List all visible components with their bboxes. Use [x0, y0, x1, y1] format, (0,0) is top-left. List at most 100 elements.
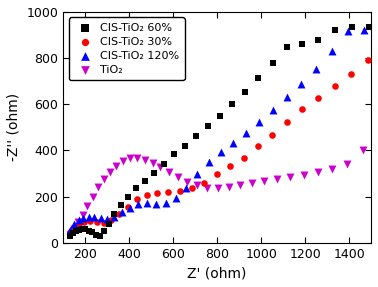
CIS-TiO₂ 60% — [96, 233, 102, 238]
CIS-TiO₂ 60% — [85, 228, 91, 233]
CIS-TiO₂ 120% — [329, 49, 335, 53]
CIS-TiO₂ 120% — [218, 150, 224, 154]
CIS-TiO₂ 60% — [366, 25, 372, 29]
CIS-TiO₂ 60% — [112, 212, 118, 217]
CIS-TiO₂ 60% — [70, 231, 76, 236]
CIS-TiO₂ 120% — [163, 201, 169, 206]
CIS-TiO₂ 60% — [172, 152, 178, 156]
CIS-TiO₂ 30% — [71, 225, 77, 229]
CIS-TiO₂ 120% — [206, 160, 212, 164]
CIS-TiO₂ 60% — [79, 226, 85, 231]
CIS-TiO₂ 120% — [361, 28, 367, 33]
TiO₂ — [84, 204, 90, 208]
TiO₂ — [79, 213, 85, 217]
CIS-TiO₂ 30% — [101, 221, 107, 226]
CIS-TiO₂ 60% — [76, 227, 82, 232]
TiO₂ — [261, 179, 267, 183]
CIS-TiO₂ 120% — [81, 216, 87, 220]
TiO₂ — [149, 160, 155, 165]
TiO₂ — [113, 164, 119, 168]
CIS-TiO₂ 30% — [189, 185, 195, 190]
CIS-TiO₂ 30% — [315, 96, 321, 100]
CIS-TiO₂ 60% — [142, 179, 148, 183]
CIS-TiO₂ 120% — [76, 218, 82, 222]
CIS-TiO₂ 60% — [133, 185, 139, 190]
CIS-TiO₂ 120% — [313, 67, 319, 71]
CIS-TiO₂ 60% — [101, 229, 107, 233]
CIS-TiO₂ 30% — [227, 164, 233, 168]
CIS-TiO₂ 30% — [284, 119, 290, 124]
CIS-TiO₂ 30% — [240, 156, 246, 160]
CIS-TiO₂ 60% — [256, 75, 262, 80]
CIS-TiO₂ 30% — [177, 189, 183, 194]
TiO₂ — [344, 162, 350, 166]
CIS-TiO₂ 120% — [127, 205, 133, 210]
CIS-TiO₂ 30% — [144, 192, 150, 197]
TiO₂ — [101, 177, 107, 181]
TiO₂ — [71, 227, 77, 232]
CIS-TiO₂ 60% — [242, 89, 248, 94]
CIS-TiO₂ 30% — [299, 106, 305, 111]
TiO₂ — [315, 170, 321, 174]
CIS-TiO₂ 30% — [76, 222, 82, 226]
TiO₂ — [287, 175, 293, 179]
CIS-TiO₂ 30% — [81, 220, 87, 225]
CIS-TiO₂ 120% — [98, 216, 104, 220]
CIS-TiO₂ 60% — [125, 194, 131, 199]
CIS-TiO₂ 60% — [270, 61, 276, 65]
CIS-TiO₂ 120% — [194, 172, 200, 177]
CIS-TiO₂ 30% — [108, 218, 114, 223]
TiO₂ — [274, 177, 280, 181]
CIS-TiO₂ 120% — [153, 201, 159, 206]
CIS-TiO₂ 30% — [116, 212, 122, 217]
TiO₂ — [226, 185, 232, 189]
CIS-TiO₂ 120% — [183, 185, 189, 190]
TiO₂ — [175, 175, 181, 179]
CIS-TiO₂ 30% — [87, 219, 93, 224]
CIS-TiO₂ 60% — [73, 229, 79, 233]
CIS-TiO₂ 30% — [134, 197, 140, 201]
CIS-TiO₂ 30% — [165, 190, 171, 195]
TiO₂ — [157, 165, 163, 169]
TiO₂ — [360, 148, 366, 153]
CIS-TiO₂ 120% — [230, 140, 236, 145]
CIS-TiO₂ 120% — [173, 196, 179, 201]
CIS-TiO₂ 60% — [67, 234, 73, 238]
TiO₂ — [301, 172, 307, 177]
CIS-TiO₂ 60% — [217, 113, 223, 118]
CIS-TiO₂ 60% — [118, 203, 124, 208]
CIS-TiO₂ 30% — [269, 132, 275, 137]
CIS-TiO₂ 60% — [93, 232, 99, 237]
CIS-TiO₂ 120% — [243, 131, 249, 135]
X-axis label: Z' (ohm): Z' (ohm) — [187, 266, 247, 280]
CIS-TiO₂ 60% — [151, 171, 157, 176]
CIS-TiO₂ 60% — [332, 28, 338, 33]
CIS-TiO₂ 30% — [366, 58, 372, 63]
TiO₂ — [142, 157, 148, 162]
CIS-TiO₂ 30% — [332, 84, 338, 88]
TiO₂ — [237, 183, 243, 187]
CIS-TiO₂ 60% — [161, 162, 167, 166]
CIS-TiO₂ 60% — [229, 102, 235, 106]
TiO₂ — [194, 183, 200, 188]
CIS-TiO₂ 30% — [201, 180, 207, 185]
CIS-TiO₂ 60% — [194, 134, 200, 138]
CIS-TiO₂ 30% — [125, 204, 131, 209]
CIS-TiO₂ 60% — [299, 42, 305, 46]
TiO₂ — [215, 185, 221, 190]
CIS-TiO₂ 120% — [67, 228, 73, 232]
CIS-TiO₂ 60% — [349, 25, 355, 29]
CIS-TiO₂ 30% — [94, 220, 100, 225]
CIS-TiO₂ 30% — [154, 191, 160, 195]
CIS-TiO₂ 120% — [71, 222, 77, 226]
TiO₂ — [67, 233, 73, 238]
CIS-TiO₂ 120% — [270, 108, 276, 113]
TiO₂ — [249, 180, 255, 185]
Legend: CIS-TiO₂ 60%, CIS-TiO₂ 30%, CIS-TiO₂ 120%, TiO₂: CIS-TiO₂ 60%, CIS-TiO₂ 30%, CIS-TiO₂ 120… — [69, 18, 184, 80]
TiO₂ — [166, 169, 172, 174]
TiO₂ — [184, 179, 190, 184]
Y-axis label: -Z'' (ohm): -Z'' (ohm) — [7, 93, 21, 161]
CIS-TiO₂ 60% — [284, 45, 290, 49]
TiO₂ — [107, 170, 113, 174]
CIS-TiO₂ 120% — [86, 214, 92, 219]
